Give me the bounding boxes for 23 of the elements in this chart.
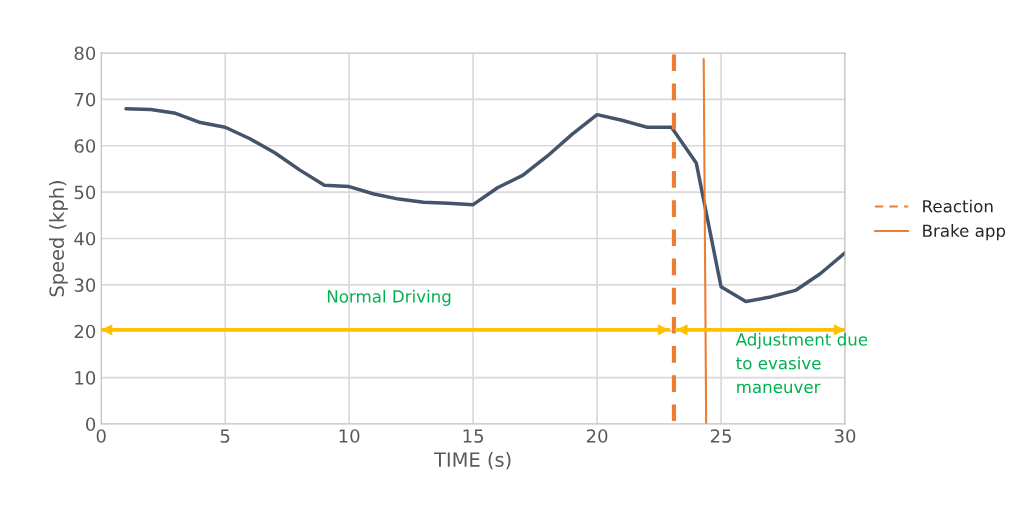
x-tick-label: 30 — [834, 429, 856, 443]
y-tick-label: 50 — [74, 185, 96, 200]
y-tick-label: 20 — [74, 324, 96, 339]
annotation: Normal Driving — [327, 289, 451, 306]
x-tick-label: 20 — [586, 429, 608, 443]
y-tick-label: 40 — [74, 231, 96, 246]
legend-label: Brake app — [923, 224, 1006, 241]
y-tick-label: 60 — [74, 139, 96, 153]
y-axis-title: Speed (kph) — [48, 181, 68, 297]
y-tick-label: 70 — [74, 92, 96, 107]
x-tick-label: 15 — [463, 429, 484, 443]
x-axis-title: TIME (s) — [433, 451, 511, 470]
legend-label: Reaction — [923, 199, 993, 213]
y-tick-label: 10 — [75, 371, 96, 385]
annotation: Adjustment due to evasive maneuver — [735, 332, 868, 394]
y-tick-label: 80 — [74, 46, 96, 61]
y-tick-label: 30 — [74, 278, 96, 292]
x-tick-label: 10 — [339, 429, 360, 443]
x-tick-label: 0 — [96, 429, 106, 443]
y-tick-label: 0 — [86, 417, 96, 432]
line-series — [124, 106, 846, 304]
x-tick-label: 25 — [710, 429, 731, 443]
x-tick-label: 5 — [220, 429, 230, 443]
